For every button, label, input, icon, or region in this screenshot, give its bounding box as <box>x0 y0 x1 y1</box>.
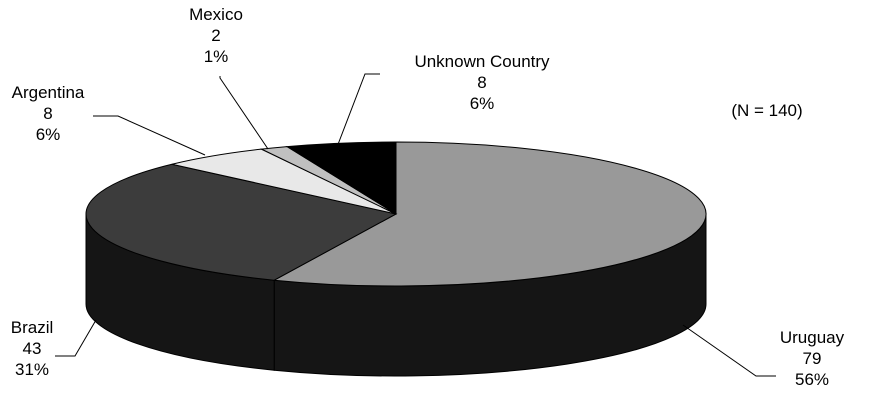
label-percent-unknown-country: 6% <box>470 94 495 113</box>
slice-uruguay <box>272 141 707 287</box>
label-name-uruguay: Uruguay <box>780 328 845 347</box>
label-percent-uruguay: 56% <box>795 370 829 389</box>
label-value-unknown-country: 8 <box>477 73 486 92</box>
pie-slices <box>85 141 707 287</box>
leader-line-brazil <box>55 319 97 357</box>
label-percent-mexico: 1% <box>204 47 229 66</box>
label-percent-brazil: 31% <box>15 360 49 379</box>
leader-lines <box>55 73 776 377</box>
label-value-uruguay: 79 <box>803 349 822 368</box>
label-value-brazil: 43 <box>23 339 42 358</box>
slice-unknown-country <box>285 141 397 215</box>
label-name-argentina: Argentina <box>12 83 85 102</box>
label-value-mexico: 2 <box>211 26 220 45</box>
leader-line-argentina <box>93 115 206 156</box>
label-name-mexico: Mexico <box>189 5 243 24</box>
leader-line-mexico <box>219 76 269 150</box>
slice-brazil <box>85 163 398 281</box>
sample-size-note: (N = 140) <box>731 101 802 120</box>
label-percent-argentina: 6% <box>36 125 61 144</box>
label-name-brazil: Brazil <box>11 318 54 337</box>
leader-line-unknown-country <box>336 73 380 148</box>
leader-line-uruguay <box>682 324 776 377</box>
label-name-unknown-country: Unknown Country <box>414 52 550 71</box>
label-value-argentina: 8 <box>43 104 52 123</box>
slice-labels: Uruguay 79 56% Brazil 43 31% Argentina 8 6% Mexic… <box>11 5 845 389</box>
